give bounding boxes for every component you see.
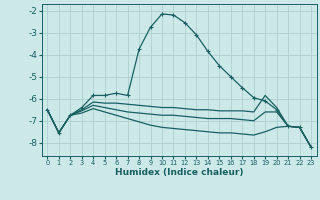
X-axis label: Humidex (Indice chaleur): Humidex (Indice chaleur) <box>115 168 244 177</box>
